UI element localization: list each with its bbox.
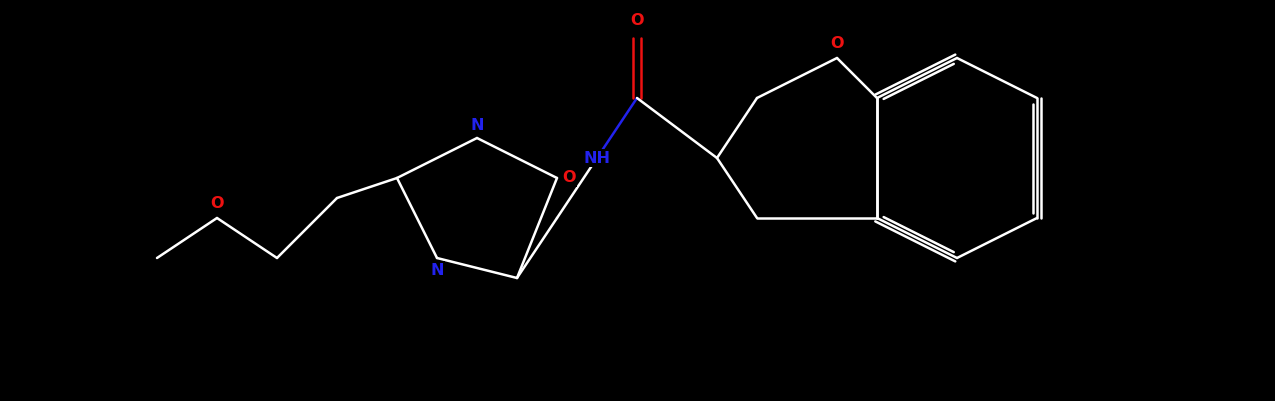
Text: O: O: [210, 196, 223, 211]
Text: O: O: [562, 170, 575, 186]
Text: N: N: [430, 263, 444, 278]
Text: O: O: [630, 13, 644, 28]
Text: O: O: [830, 36, 844, 51]
Text: N: N: [470, 118, 483, 133]
Text: NH: NH: [584, 150, 611, 166]
